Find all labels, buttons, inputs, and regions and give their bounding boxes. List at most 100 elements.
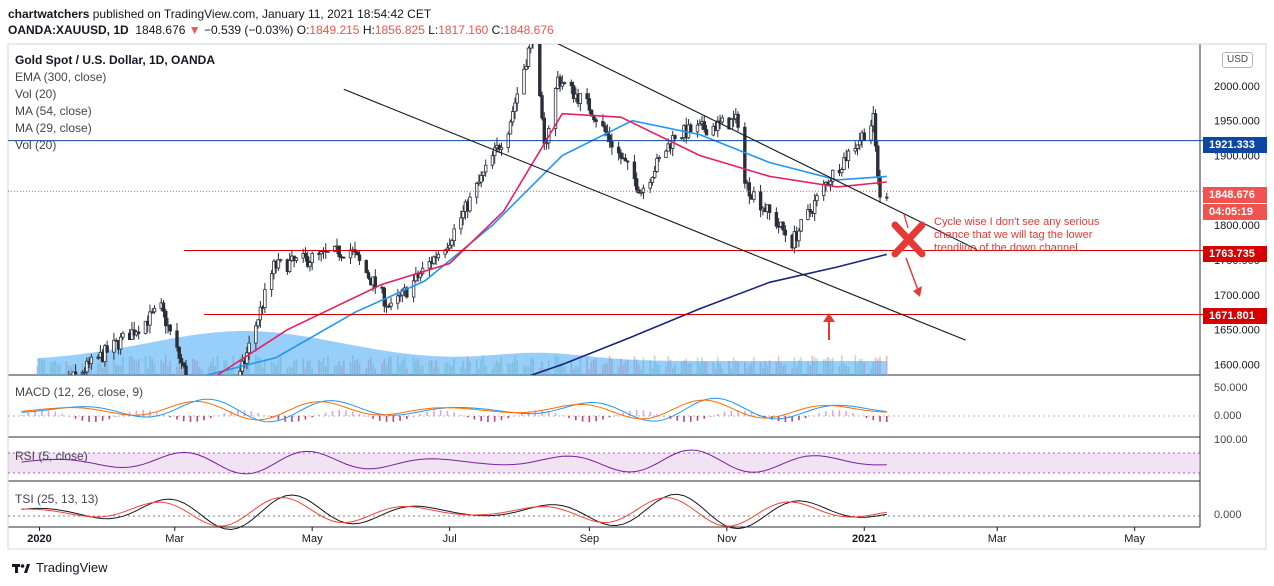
candle-body: [452, 228, 456, 242]
candle-body: [526, 47, 531, 67]
candle-body: [607, 134, 612, 143]
candle-body: [112, 339, 116, 353]
legend-vol-2[interactable]: Vol (20): [15, 138, 57, 152]
legend-vol[interactable]: Vol (20): [15, 87, 57, 101]
macd-histogram-bar: [135, 410, 138, 416]
macd-histogram-bar: [81, 416, 84, 421]
macd-histogram-bar: [845, 411, 848, 416]
candle-body: [524, 66, 528, 70]
legend-ma54[interactable]: MA (54, close): [15, 104, 92, 118]
legend-ma29[interactable]: MA (29, close): [15, 121, 92, 135]
macd-histogram-bar: [683, 416, 685, 422]
macd-tick-0: 0.000: [1214, 410, 1242, 422]
macd-histogram-bar: [622, 412, 624, 416]
rsi-band: [8, 453, 1200, 473]
candle-body: [736, 113, 740, 128]
candle-body: [263, 289, 267, 309]
macd-histogram-bar: [40, 410, 43, 416]
candle-body: [337, 245, 341, 258]
macd-histogram-bar: [568, 416, 570, 419]
candle-body: [639, 191, 643, 194]
y-tick-label: 1900.000: [1214, 150, 1260, 162]
currency-badge[interactable]: USD: [1222, 52, 1254, 68]
macd-histogram-bar: [635, 410, 638, 416]
tsi-pane: [8, 493, 1200, 531]
candle-body: [853, 148, 857, 152]
candle-body: [194, 392, 197, 396]
candle-body: [269, 273, 274, 290]
candle-body: [752, 191, 756, 200]
candle-body: [152, 307, 157, 313]
macd-histogram-bar: [291, 416, 293, 422]
candle-body: [560, 82, 565, 87]
rsi-line: [21, 449, 887, 475]
y-tick-label: 2000.000: [1214, 81, 1260, 93]
candle-body: [540, 95, 544, 119]
tsi-title[interactable]: TSI (25, 13, 13): [15, 492, 99, 506]
countdown-label: 04:05:19: [1203, 204, 1267, 220]
candle-body: [164, 310, 168, 327]
macd-histogram-bar: [520, 413, 523, 416]
x-tick-label: Jul: [443, 533, 457, 545]
trendline-layer: [343, 44, 978, 341]
candle-body: [513, 102, 517, 112]
macd-histogram-bar: [885, 416, 888, 422]
candle-body: [461, 211, 465, 219]
macd-histogram-bar: [575, 416, 577, 421]
candle-body: [73, 371, 78, 375]
macd-histogram-bar: [818, 413, 820, 416]
macd-histogram-bar: [872, 416, 875, 421]
candle-body: [254, 325, 258, 344]
macd-histogram-bar: [142, 410, 144, 416]
candle-body: [447, 244, 452, 249]
candle-body: [357, 254, 362, 261]
candle-body: [182, 362, 186, 367]
price-axis-ticks: 1600.0001650.0001700.0001750.0001800.000…: [1214, 81, 1260, 372]
macd-histogram-bar: [128, 411, 131, 416]
macd-histogram-bar: [595, 416, 597, 422]
legend-ema300[interactable]: EMA (300, close): [15, 70, 107, 84]
candle-body: [840, 169, 844, 174]
candle-body: [89, 356, 94, 365]
macd-histogram-bar: [460, 414, 462, 416]
candle-body: [758, 191, 763, 211]
candle-body: [136, 331, 141, 334]
candle-body: [680, 137, 684, 140]
candle-body: [673, 135, 677, 139]
candle-body: [592, 115, 596, 121]
macd-histogram-bar: [372, 416, 374, 419]
candle-body: [71, 371, 76, 375]
macd-histogram-bar: [345, 410, 347, 416]
candle-body: [85, 360, 89, 373]
author-name[interactable]: chartwatchers: [8, 7, 90, 21]
footer-brand[interactable]: TradingView: [12, 560, 108, 575]
macd-histogram-bar: [865, 416, 868, 419]
low-label: L:: [428, 23, 439, 37]
candle-body: [191, 380, 194, 391]
candle-body: [200, 409, 203, 425]
macd-histogram-bar: [406, 416, 408, 419]
macd-title[interactable]: MACD (12, 26, close, 9): [15, 385, 144, 399]
macd-histogram-bar: [507, 416, 510, 419]
macd-histogram-bar: [250, 411, 253, 416]
candle-body: [702, 121, 706, 131]
macd-histogram-bar: [54, 411, 57, 416]
level-layer: [8, 140, 1266, 316]
candle-body: [212, 441, 215, 447]
macd-histogram-bar: [176, 416, 178, 420]
chart-title[interactable]: Gold Spot / U.S. Dollar, 1D, OANDA: [15, 53, 216, 67]
candle-body: [634, 178, 639, 191]
macd-histogram-bar: [115, 416, 117, 417]
candle-body: [862, 132, 866, 141]
candle-body: [532, 38, 535, 41]
macd-histogram-bar: [602, 416, 604, 420]
publish-header: chartwatchers published on TradingView.c…: [8, 6, 431, 22]
macd-histogram-bar: [737, 410, 739, 416]
candle-body: [603, 125, 607, 132]
macd-histogram-bar: [493, 416, 496, 422]
candle-body: [695, 124, 700, 133]
rsi-title[interactable]: RSI (5, close): [15, 449, 88, 463]
macd-histogram-bar: [324, 412, 327, 416]
candle-body: [305, 256, 310, 267]
